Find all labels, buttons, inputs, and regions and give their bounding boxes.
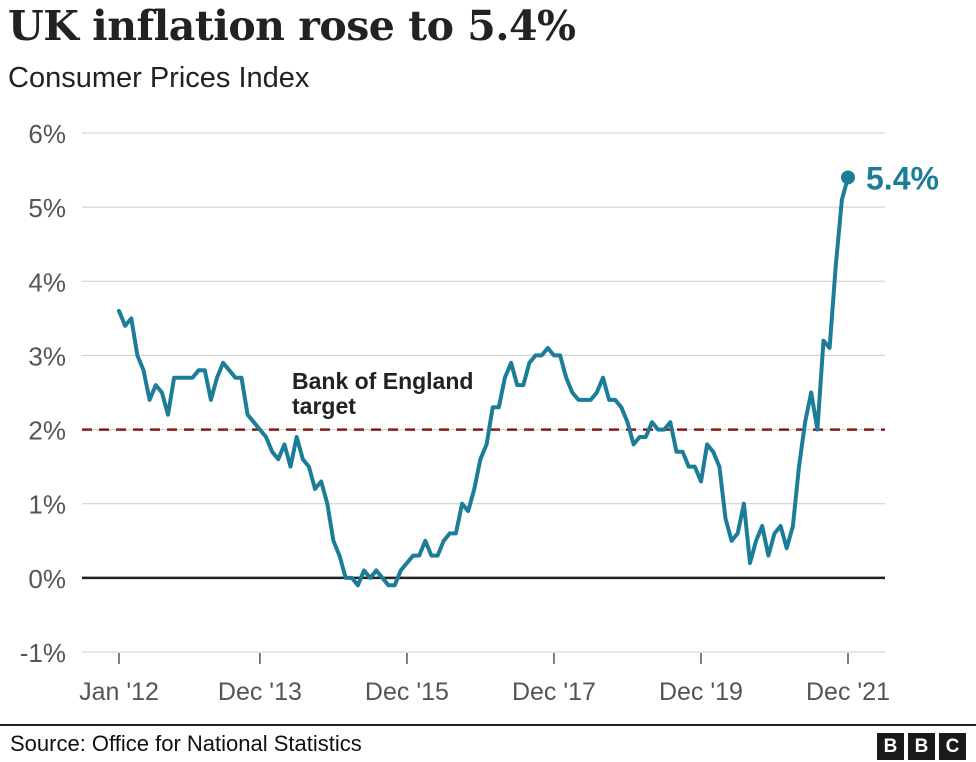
- y-tick-label: 2%: [28, 416, 66, 446]
- bbc-logo-letter: C: [939, 733, 966, 760]
- x-tick-label: Dec '17: [512, 678, 596, 706]
- bbc-logo-letter: B: [908, 733, 935, 760]
- cpi-series-line: [117, 175, 850, 588]
- x-tick-label: Dec '13: [218, 678, 302, 706]
- y-tick-label: -1%: [20, 638, 66, 668]
- y-tick-label: 1%: [28, 490, 66, 520]
- y-tick-label: 3%: [28, 341, 66, 371]
- y-tick-label: 0%: [28, 564, 66, 594]
- source-note: Source: Office for National Statistics: [10, 731, 362, 756]
- y-tick-label: 6%: [28, 119, 66, 149]
- x-tick-label: Dec '21: [806, 678, 890, 706]
- y-tick-label: 4%: [28, 267, 66, 297]
- bbc-logo: B B C: [877, 733, 966, 760]
- target-label: target: [292, 393, 356, 419]
- end-value-label: 5.4%: [866, 160, 939, 196]
- line-chart: -1% 0% 1% 2% 3% 4% 5% 6% Jan '12 Dec '13 Dec '15 De…: [20, 119, 939, 706]
- bbc-logo-letter: B: [877, 733, 904, 760]
- x-tick-label: Jan '12: [79, 678, 159, 706]
- y-tick-label: 5%: [28, 193, 66, 223]
- x-tick-label: Dec '19: [659, 678, 743, 706]
- end-point: [841, 170, 855, 185]
- chart-subtitle: Consumer Prices Index: [8, 62, 310, 94]
- x-tick-label: Dec '15: [365, 678, 449, 706]
- footer-divider: [0, 724, 976, 726]
- chart-title: UK inflation rose to 5.4%: [8, 2, 576, 50]
- target-label: Bank of England: [292, 368, 473, 394]
